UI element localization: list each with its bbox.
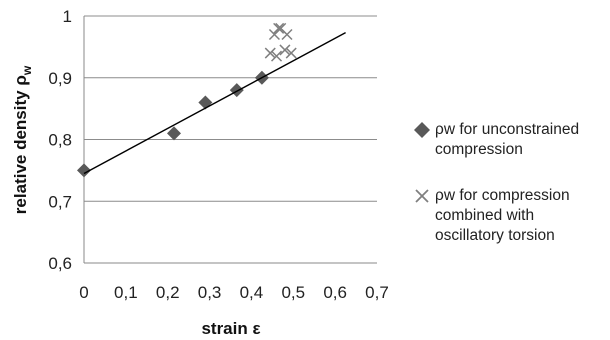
x-tick-labels: 0 0,1 0,2 0,3 0,4 0,5 0,6 0,7 [79, 283, 389, 302]
y-axis-title-main: relative density ρ [11, 75, 30, 214]
legend-entry-torsion: ρw for compression combined with oscilla… [412, 186, 607, 246]
x-tick-label: 0,1 [114, 283, 138, 302]
y-tick-label: 0,8 [48, 131, 72, 150]
x-axis-title: strain ε [201, 319, 260, 338]
legend-entry-unconstrained: ρw for unconstrained compression [412, 120, 607, 160]
diamond-point [166, 126, 181, 141]
legend-label-line: ρw for unconstrained [435, 121, 580, 138]
y-tick-label: 1 [63, 7, 72, 26]
x-tick-label: 0,2 [156, 283, 180, 302]
x-point [273, 22, 285, 34]
x-point [271, 50, 283, 62]
y-tick-label: 0,9 [48, 69, 72, 88]
legend-label-line: combined with [435, 207, 535, 224]
trendline [83, 32, 346, 175]
y-axis-title: relative density ρw [11, 65, 34, 214]
x-tick-label: 0,3 [198, 283, 222, 302]
x-tick-label: 0,5 [281, 283, 305, 302]
x-point [264, 47, 276, 59]
diamond-point [77, 163, 91, 178]
grid-lines [84, 15, 377, 202]
x-point [281, 28, 293, 41]
diamond-point [229, 83, 244, 98]
y-tick-label: 0,7 [48, 192, 72, 211]
legend: ρw for unconstrained compression ρw for … [412, 120, 607, 272]
legend-label-line: compression [435, 141, 523, 158]
x-tick-label: 0,6 [323, 283, 347, 302]
x-tick-label: 0 [79, 283, 88, 302]
x-marker-icon [415, 189, 429, 203]
x-tick-label: 0,4 [240, 283, 264, 302]
y-axis-title-subscript: w [20, 65, 34, 76]
x-tick-label: 0,7 [365, 283, 389, 302]
x-point [279, 44, 291, 56]
diamond-marker-icon [414, 122, 430, 138]
x-point [285, 47, 297, 59]
data-marks [77, 22, 346, 178]
y-tick-label: 0,6 [48, 254, 72, 273]
legend-label-line: ρw for compression [435, 187, 570, 204]
legend-label-line: oscillatory torsion [435, 227, 555, 244]
y-tick-labels: 0,6 0,7 0,8 0,9 1 [48, 7, 72, 273]
